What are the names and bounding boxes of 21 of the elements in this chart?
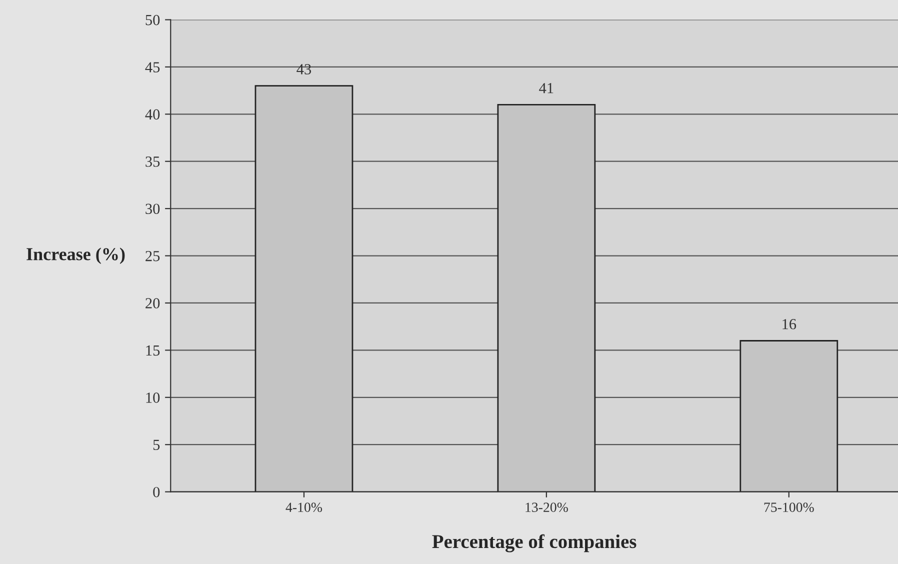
y-tick-label: 35: [146, 156, 160, 167]
x-tick-label: 13-20%: [526, 502, 568, 512]
data-label: 16: [782, 319, 796, 330]
y-tick-label: 5: [153, 440, 160, 450]
y-tick-label: 15: [146, 345, 160, 356]
y-tick-label: 10: [146, 392, 160, 403]
y-tick-label: 40: [145, 109, 160, 120]
y-tick-label: 45: [145, 62, 160, 72]
y-tick-label: 25: [146, 250, 160, 262]
y-axis-title: Increase (%): [26, 248, 125, 264]
bar: [497, 104, 596, 492]
data-label: 41: [539, 83, 554, 94]
y-tick-label: 30: [146, 204, 160, 214]
y-tick-label: 50: [146, 14, 160, 26]
y-tick-label: 20: [146, 298, 160, 308]
x-tick-label: 75-100%: [764, 502, 814, 512]
x-tick-label: 4-10%: [286, 502, 322, 512]
x-axis-title: Percentage of companies: [432, 534, 636, 552]
y-tick-label: 0: [153, 486, 160, 498]
bar: [740, 340, 838, 492]
bar: [254, 85, 354, 492]
